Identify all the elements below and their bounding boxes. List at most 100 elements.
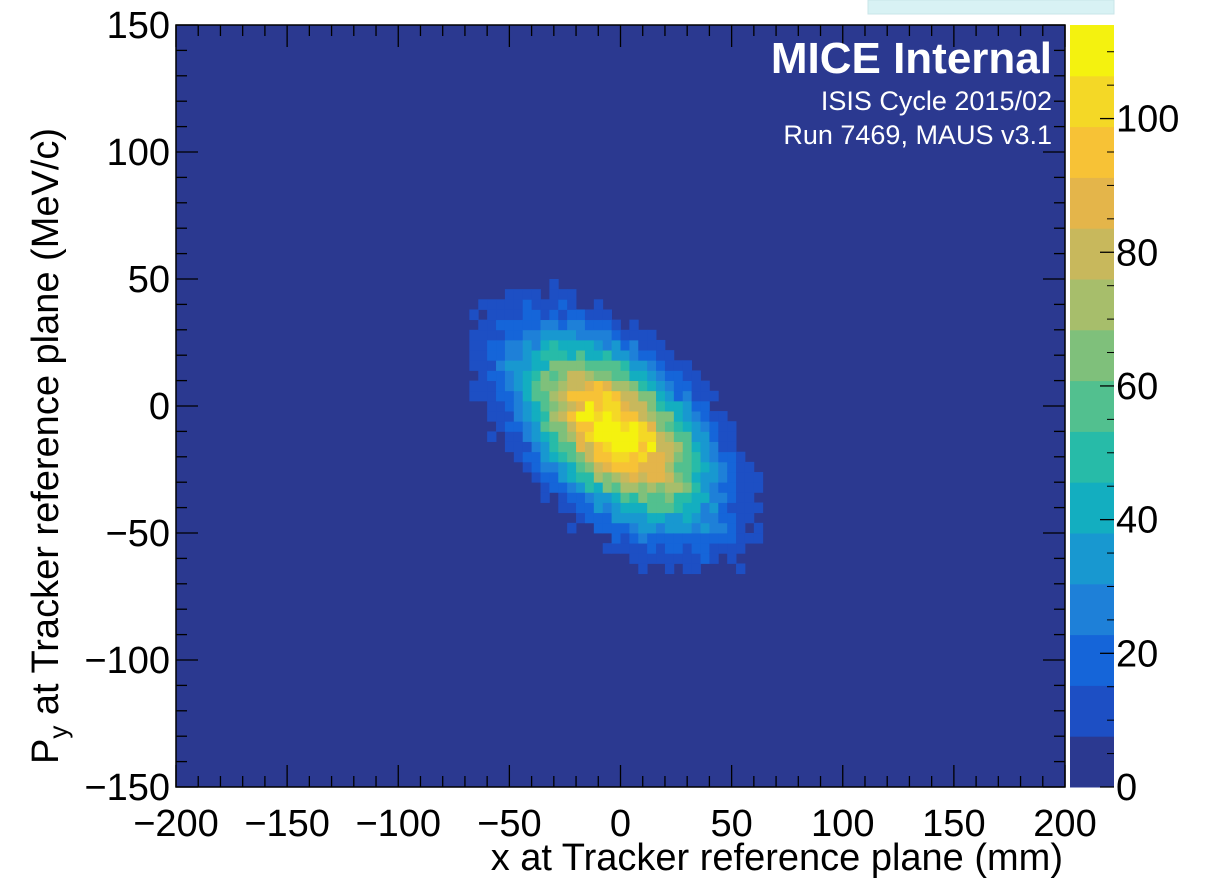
- heatmap-cell: [664, 522, 675, 534]
- color-scale-segment: [1070, 25, 1114, 77]
- heatmap-cell: [744, 482, 755, 493]
- heatmap-cell: [531, 461, 541, 473]
- heatmap-cell: [531, 451, 541, 463]
- heatmap-cell: [620, 360, 630, 371]
- heatmap-cell: [664, 512, 675, 524]
- heatmap-cell: [593, 472, 604, 483]
- heatmap-cell: [664, 482, 675, 493]
- heatmap-cell: [540, 421, 550, 432]
- heatmap-cell: [602, 461, 613, 473]
- heatmap-cell: [682, 360, 693, 371]
- heatmap-cell: [513, 299, 524, 310]
- heatmap-cell: [487, 411, 497, 422]
- heatmap-cell: [558, 319, 568, 331]
- heatmap-cell: [727, 451, 737, 463]
- heatmap-cell: [540, 350, 550, 361]
- heatmap-cell: [522, 461, 532, 473]
- heatmap-cell: [549, 441, 559, 453]
- heatmap-cell: [478, 319, 488, 331]
- heatmap-cell: [558, 502, 568, 514]
- heatmap-cell: [549, 329, 559, 341]
- heatmap-cells: [469, 279, 764, 575]
- heatmap-cell: [638, 563, 648, 575]
- heatmap-cell: [629, 482, 639, 493]
- heatmap-cell: [682, 533, 693, 544]
- heatmap-cell: [522, 289, 532, 300]
- heatmap-cell: [673, 482, 684, 493]
- heatmap-cell: [504, 390, 515, 402]
- heatmap-cell: [727, 492, 737, 503]
- heatmap-cell: [487, 431, 497, 442]
- heatmap-cell: [673, 400, 684, 412]
- heatmap-cell: [682, 441, 693, 453]
- heatmap-cell: [700, 502, 710, 514]
- heatmap-cell: [709, 492, 719, 503]
- heatmap-cell: [700, 553, 710, 564]
- heatmap-cell: [753, 482, 764, 493]
- heatmap-cell: [664, 543, 675, 554]
- heatmap-cell: [744, 472, 755, 483]
- heatmap-cell: [540, 411, 550, 422]
- heatmap-cell: [664, 533, 675, 544]
- heatmap-cell: [718, 411, 728, 422]
- heatmap-cell: [718, 512, 728, 524]
- color-scale-segment: [1070, 583, 1114, 636]
- heatmap-cell: [727, 502, 737, 514]
- heatmap-cell: [736, 502, 746, 514]
- heatmap-cell: [540, 400, 550, 412]
- heatmap-cell: [656, 502, 666, 514]
- heatmap-cell: [753, 522, 764, 534]
- heatmap-cell: [531, 390, 541, 402]
- heatmap-cell: [691, 553, 701, 564]
- heatmap-cell: [558, 390, 568, 402]
- heatmap-cell: [504, 360, 515, 371]
- heatmap-cell: [584, 329, 595, 341]
- heatmap-cell: [647, 522, 657, 534]
- heatmap-cell: [558, 370, 568, 381]
- heatmap-cell: [567, 370, 577, 381]
- heatmap-cell: [549, 279, 559, 290]
- heatmap-cell: [496, 309, 506, 321]
- heatmap-cell: [727, 543, 737, 554]
- heatmap-cell: [673, 431, 684, 442]
- heatmap-cell: [682, 421, 693, 432]
- heatmap-cell: [709, 543, 719, 554]
- heatmap-cell: [709, 441, 719, 453]
- heatmap-cell: [629, 360, 639, 371]
- heatmap-cell: [620, 441, 630, 453]
- heatmap-cell: [513, 431, 524, 442]
- heatmap-cell: [504, 421, 515, 432]
- heatmap-cell: [558, 309, 568, 321]
- heatmap-cell: [673, 390, 684, 402]
- heatmap-cell: [496, 411, 506, 422]
- heatmap-cell: [531, 380, 541, 392]
- heatmap-cell: [487, 299, 497, 310]
- heatmap-cell: [593, 309, 604, 321]
- heatmap-cell: [576, 329, 586, 341]
- heatmap-cell: [558, 492, 568, 503]
- heatmap-cell: [691, 482, 701, 493]
- heatmap-cell: [496, 360, 506, 371]
- heatmap-cell: [576, 461, 586, 473]
- heatmap-cell: [584, 472, 595, 483]
- z-tick-labels: 0 20 40 60 80 100: [1116, 99, 1179, 809]
- heatmap-cell: [576, 512, 586, 524]
- heatmap-cell: [673, 522, 684, 534]
- heatmap-cell: [664, 421, 675, 432]
- heatmap-cell: [673, 411, 684, 422]
- heatmap-cell: [700, 380, 710, 392]
- heatmap-cell: [620, 543, 630, 554]
- heatmap-cell: [522, 309, 532, 321]
- heatmap-cell: [700, 411, 710, 422]
- heatmap-cell: [664, 502, 675, 514]
- heatmap-cell: [522, 329, 532, 341]
- color-scale-label: 0: [1116, 767, 1137, 809]
- heatmap-cell: [611, 421, 621, 432]
- heatmap-cell: [504, 431, 515, 442]
- heatmap-cell: [611, 411, 621, 422]
- heatmap-cell: [593, 329, 604, 341]
- heatmap-cell: [549, 472, 559, 483]
- heatmap-cell: [567, 350, 577, 361]
- heatmap-cell: [647, 421, 657, 432]
